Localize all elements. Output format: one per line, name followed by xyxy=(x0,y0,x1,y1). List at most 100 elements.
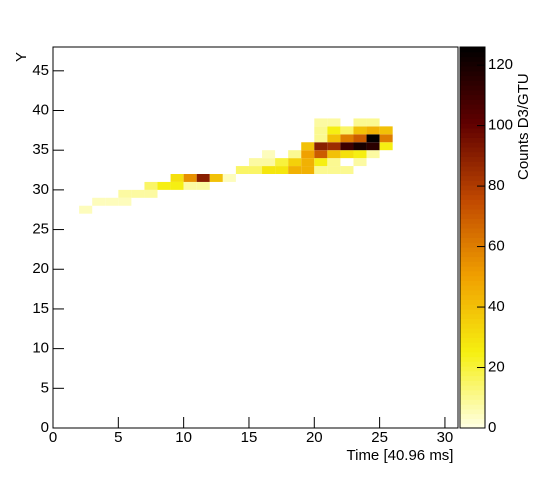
colorbar-strip xyxy=(460,380,485,386)
heat-cell xyxy=(288,166,302,174)
heat-cell xyxy=(79,205,93,214)
colorbar-strip xyxy=(460,285,485,291)
colorbar-strip xyxy=(460,89,485,96)
colorbar-strip xyxy=(460,142,485,148)
heat-cell xyxy=(353,134,367,143)
colorbar-strip xyxy=(460,280,485,286)
heat-cell xyxy=(118,197,132,206)
colorbar-strip xyxy=(460,266,485,272)
heat-cell xyxy=(196,181,210,190)
y-tick-label: 25 xyxy=(32,221,49,238)
heat-cell xyxy=(301,166,315,174)
heat-cell xyxy=(222,174,236,182)
z-tick-label: 40 xyxy=(488,298,505,315)
heat-cell xyxy=(105,197,119,206)
colorbar-strip xyxy=(460,218,485,224)
colorbar-strip xyxy=(460,261,485,267)
colorbar-strip xyxy=(460,299,485,305)
colorbar-strip xyxy=(460,323,485,329)
heat-cell xyxy=(314,142,328,151)
heat-cell xyxy=(366,126,380,135)
colorbar-strip xyxy=(460,394,485,400)
x-tick-label: 15 xyxy=(241,429,258,446)
colorbar-strip xyxy=(460,361,485,367)
colorbar-strip xyxy=(460,356,485,362)
heat-cell xyxy=(314,126,328,135)
colorbar-strip xyxy=(460,166,485,172)
heat-cell xyxy=(366,134,380,143)
heat-cell xyxy=(262,166,276,174)
colorbar-strip xyxy=(460,199,485,205)
x-tick-label: 0 xyxy=(49,429,57,446)
colorbar-strip xyxy=(460,342,485,348)
heat-cell xyxy=(314,134,328,143)
heat-cell xyxy=(353,150,367,159)
heat-cell xyxy=(288,150,302,159)
heat-cell xyxy=(366,118,380,127)
colorbar-strip xyxy=(460,75,485,81)
z-tick-label: 20 xyxy=(488,358,505,375)
heat-cell xyxy=(118,189,132,198)
colorbar-strip xyxy=(460,347,485,353)
heat-cell xyxy=(248,158,263,167)
heat-cell xyxy=(301,150,315,159)
colorbar-strip xyxy=(460,204,485,210)
colorbar-strip xyxy=(460,161,485,167)
heat-cell xyxy=(144,189,158,198)
y-tick-label: 40 xyxy=(32,101,49,118)
heat-cell xyxy=(327,134,341,143)
heat-cell xyxy=(327,150,341,159)
heat-cell xyxy=(275,166,289,174)
heat-cell xyxy=(248,166,263,174)
heat-cell xyxy=(314,158,328,167)
heat-cell xyxy=(183,174,197,182)
colorbar-strip xyxy=(460,47,485,53)
colorbar-strip xyxy=(460,132,485,138)
heat-cell xyxy=(235,166,249,174)
colorbar-strip xyxy=(460,94,485,100)
heat-cell xyxy=(327,166,341,174)
colorbar-strip xyxy=(460,66,485,72)
x-tick-label: 10 xyxy=(175,429,192,446)
colorbar-strip xyxy=(460,56,485,62)
heat-cell xyxy=(314,150,328,159)
colorbar-strip xyxy=(460,270,485,277)
heat-cell xyxy=(301,142,315,151)
colorbar-strip xyxy=(460,227,485,234)
heat-cell xyxy=(366,150,380,159)
colorbar-strip xyxy=(460,304,485,310)
colorbar-strip xyxy=(460,399,485,405)
colorbar-strip xyxy=(460,189,485,196)
y-tick-label: 0 xyxy=(41,419,49,436)
heat-cell xyxy=(183,181,197,190)
heat-cell xyxy=(209,174,223,182)
heat-cell xyxy=(131,189,145,198)
colorbar-strip xyxy=(460,61,485,67)
colorbar-strip xyxy=(460,332,485,339)
heat-cell xyxy=(170,181,184,190)
colorbar-strip xyxy=(460,99,485,105)
heat-cell xyxy=(340,126,354,135)
y-tick-label: 45 xyxy=(32,62,49,79)
plot-frame xyxy=(52,46,459,429)
heat-cell xyxy=(275,158,289,167)
colorbar-strip xyxy=(460,137,485,143)
colorbar-strip xyxy=(460,170,485,177)
colorbar-strip xyxy=(460,85,485,91)
colorbar-strip xyxy=(460,70,485,77)
heat-cell xyxy=(379,126,393,135)
heat-cell xyxy=(353,126,367,135)
x-axis-label: Time [40.96 ms] xyxy=(347,447,454,464)
colorbar-strip xyxy=(460,413,485,419)
colorbar-strip xyxy=(460,389,485,396)
colorbar-frame xyxy=(459,46,486,429)
heat-cell xyxy=(379,134,393,143)
colorbar-strip xyxy=(460,175,485,181)
y-tick-label: 20 xyxy=(32,260,49,277)
colorbar-strip xyxy=(460,208,485,215)
y-tick-label: 30 xyxy=(32,181,49,198)
heat-cell xyxy=(92,197,106,206)
colorbar-strip xyxy=(460,366,485,372)
heat-cell xyxy=(327,158,341,167)
